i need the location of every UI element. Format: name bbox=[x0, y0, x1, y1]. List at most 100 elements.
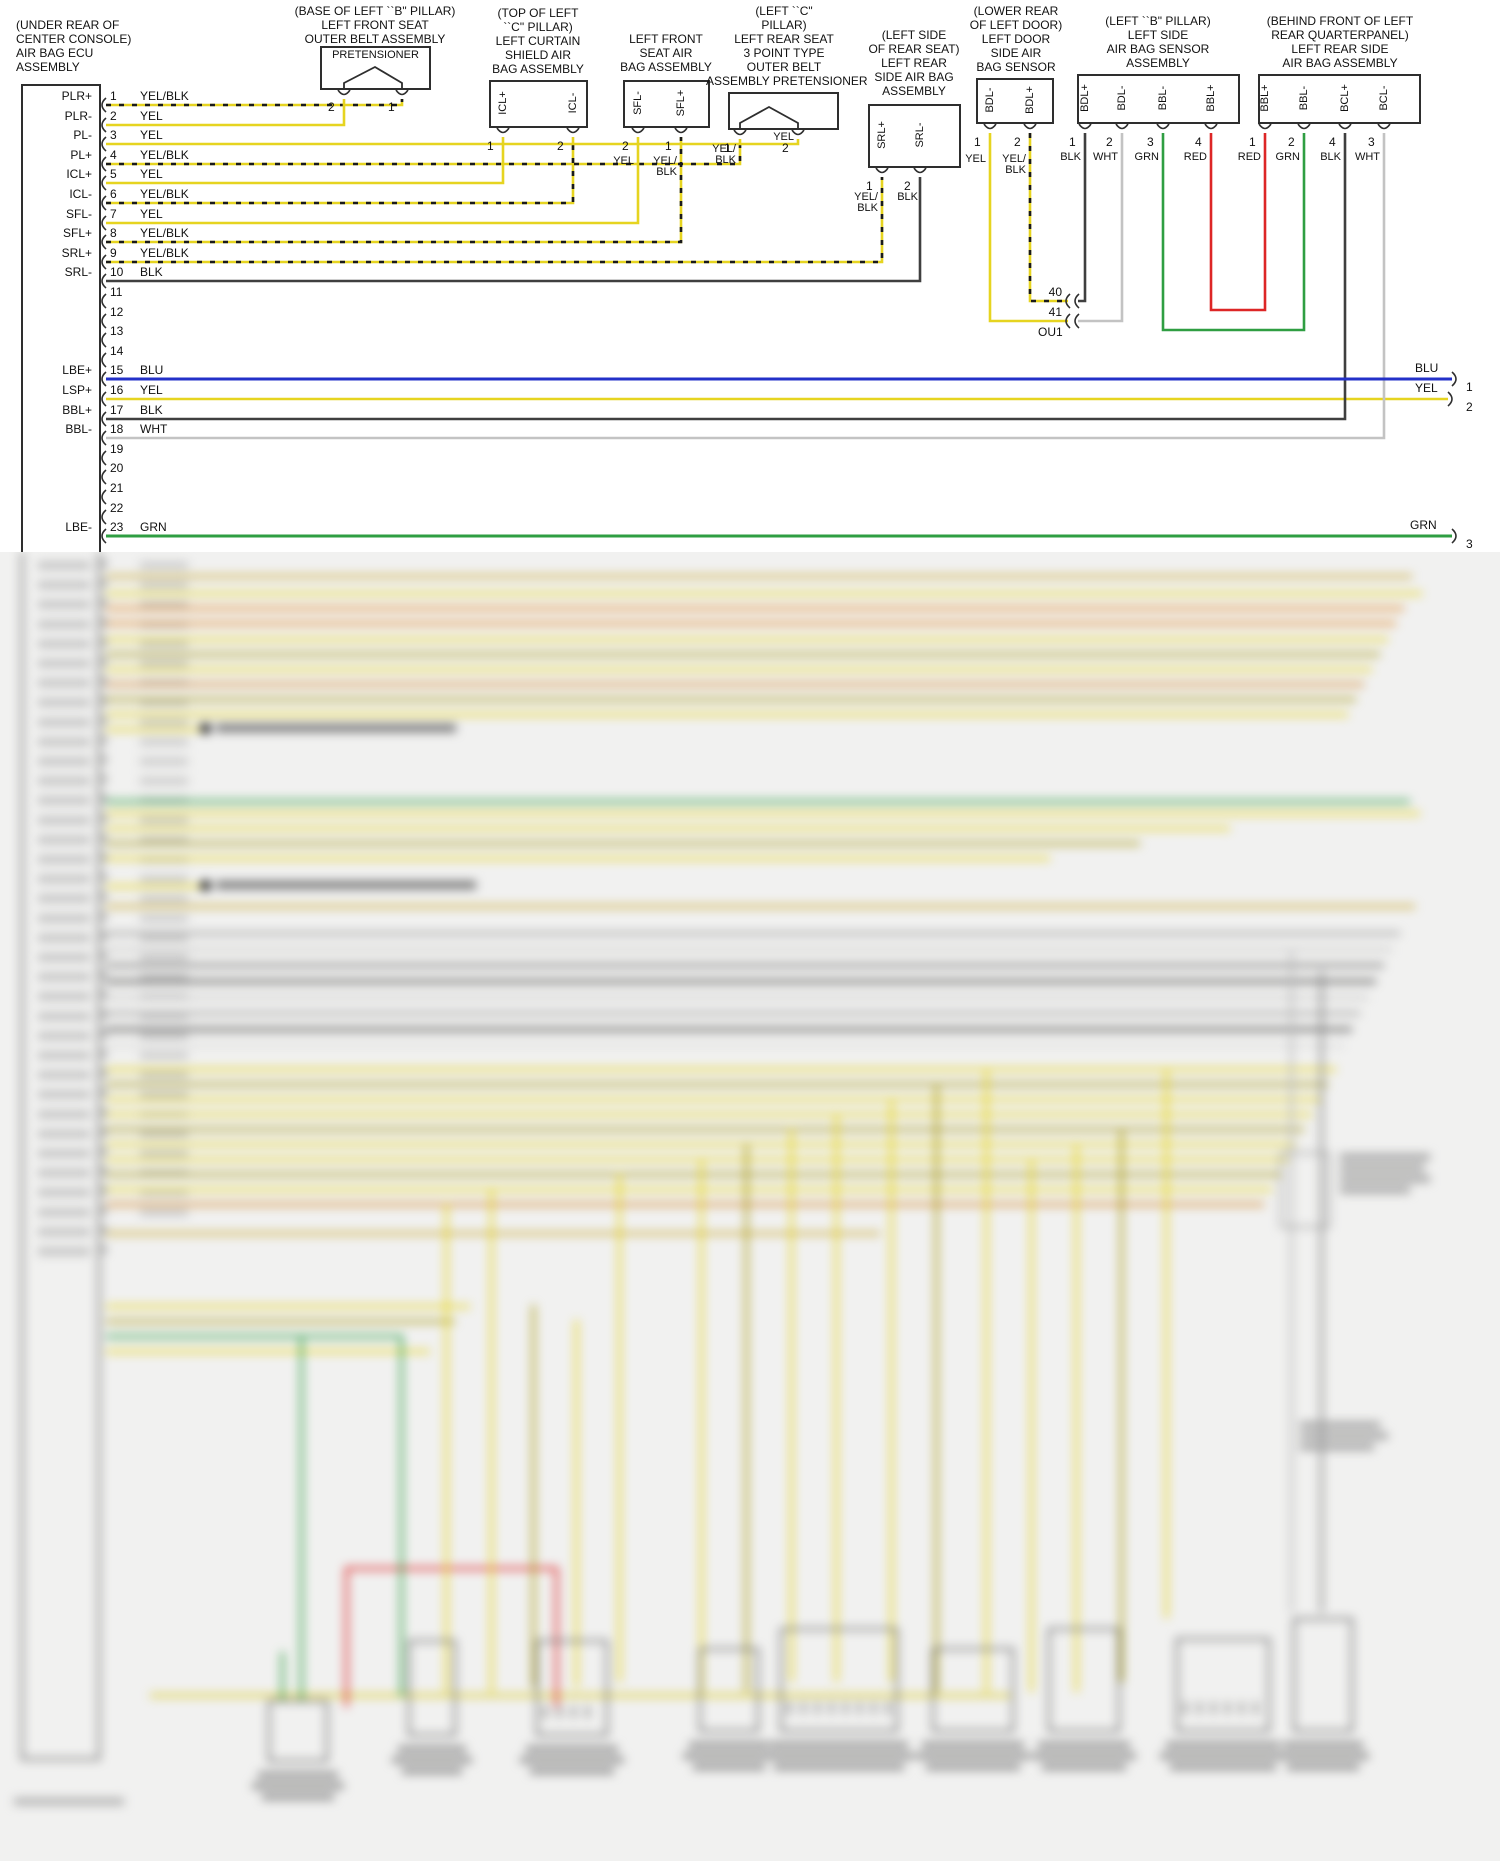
pin-signal-vertical: SFL+ bbox=[675, 89, 687, 117]
header-line: (LEFT SIDE bbox=[881, 28, 947, 42]
component-pin-number: 1 bbox=[1069, 135, 1076, 149]
ecu-pin-signal: SFL+ bbox=[62, 226, 92, 240]
wire-bbl-plus-link bbox=[1209, 133, 1267, 312]
header-line: BAG ASSEMBLY bbox=[492, 62, 584, 76]
header-line: LEFT REAR SEAT bbox=[734, 32, 834, 46]
wire-color-label: YEL/ bbox=[712, 143, 736, 155]
header-line: LEFT FRONT bbox=[629, 32, 703, 46]
header-line: BAG ASSEMBLY bbox=[620, 60, 712, 74]
header-line: AIR BAG ASSEMBLY bbox=[1282, 56, 1398, 70]
ecu-wire-color: WHT bbox=[140, 422, 168, 436]
wire-color-label: YEL/ bbox=[653, 155, 677, 167]
ecu-pin-signal: BBL- bbox=[65, 422, 92, 436]
header-line: (BASE OF LEFT ``B" PILLAR) bbox=[294, 4, 456, 18]
ecu-pin-signal: LBE- bbox=[65, 520, 92, 534]
header-line: (BEHIND FRONT OF LEFT bbox=[1266, 14, 1414, 28]
wire-color-label: GRN bbox=[1134, 151, 1159, 163]
pin-signal-vertical: BDL- bbox=[1116, 85, 1128, 111]
pin-signal-vertical: BDL+ bbox=[1079, 84, 1091, 112]
wire-bdl-minus-door bbox=[988, 133, 1068, 323]
pin-signal-vertical: ICL- bbox=[567, 92, 579, 114]
inline-connector-arcs bbox=[1065, 293, 1080, 329]
ecu-pin-number: 23 bbox=[110, 520, 124, 534]
component-pin-number: 1 bbox=[665, 139, 672, 153]
wire-color-label: YEL bbox=[965, 153, 986, 165]
ecu-pin-signal: SFL- bbox=[65, 207, 92, 221]
ecu-pin-number: 3 bbox=[110, 128, 117, 142]
ecu-pin-signal: SRL- bbox=[64, 265, 92, 279]
component-header: (LOWER REAR OF LEFT DOOR) LEFT DOOR SIDE… bbox=[955, 4, 1077, 74]
ecu-pin-number: 12 bbox=[110, 305, 124, 319]
header-line: REAR QUARTERPANEL) bbox=[1271, 28, 1409, 42]
header-line: 3 POINT TYPE bbox=[743, 46, 825, 60]
inline-connector-name: OU1 bbox=[1038, 325, 1063, 339]
component-pin-number: 2 bbox=[904, 179, 911, 193]
header-line: SIDE AIR bbox=[990, 46, 1042, 60]
header-line: ASSEMBLY bbox=[1126, 56, 1190, 70]
wire-color-label: RED bbox=[1183, 151, 1207, 163]
wire-color-label: RED bbox=[1237, 151, 1261, 163]
component-header: (LEFT SIDE OF REAR SEAT) LEFT REAR SIDE … bbox=[854, 28, 974, 98]
component-pin-number: 1 bbox=[866, 179, 873, 193]
ecu-header-line: AIR BAG ECU bbox=[16, 46, 94, 60]
wire-color-label: WHT bbox=[1092, 151, 1118, 163]
ecu-pin-number: 13 bbox=[110, 324, 124, 338]
header-line: ASSEMBLY bbox=[882, 84, 946, 98]
wire-color-label: YEL/ bbox=[1002, 153, 1026, 165]
ecu-pin-number: 9 bbox=[110, 246, 117, 260]
wire-icl-plus bbox=[106, 137, 505, 185]
pin-signal-vertical: BBL- bbox=[1298, 85, 1310, 111]
wire-color-label: BLK bbox=[1005, 164, 1026, 176]
offpage-pin-number: 2 bbox=[1466, 400, 1473, 414]
wire-bdl-plus-sensor bbox=[1078, 133, 1087, 303]
blurred-component-box bbox=[932, 1648, 1014, 1732]
header-line: SEAT AIR bbox=[639, 46, 693, 60]
ecu-pin-number: 16 bbox=[110, 383, 124, 397]
ecu-wire-color: BLK bbox=[140, 403, 163, 417]
header-line: OF LEFT DOOR) bbox=[969, 18, 1063, 32]
rear-belt-pretensioner-box bbox=[728, 92, 839, 130]
component-pin-number: 2 bbox=[622, 139, 629, 153]
header-line: SHIELD AIR bbox=[504, 48, 572, 62]
pin-signal-vertical: SFL- bbox=[632, 91, 644, 115]
header-line: PILLAR) bbox=[761, 18, 807, 32]
blurred-component-box bbox=[1293, 1618, 1353, 1732]
header-line: OUTER BELT bbox=[746, 60, 822, 74]
ecu-header-line: CENTER CONSOLE) bbox=[16, 32, 132, 46]
inline-connector-pin: 40 bbox=[1048, 285, 1062, 299]
pin-signal-vertical: BBL+ bbox=[1205, 84, 1217, 112]
ecu-pin-signal: PL- bbox=[73, 128, 92, 142]
pretensioner-label: PRETENSIONER bbox=[332, 49, 419, 61]
ecu-wire-color: YEL bbox=[140, 207, 163, 221]
inline-connector-pin: 41 bbox=[1048, 305, 1062, 319]
blurred-component-box bbox=[1176, 1638, 1270, 1732]
ecu-pin-signal: PLR+ bbox=[61, 89, 92, 103]
ecu-pin-number: 11 bbox=[110, 285, 123, 299]
wire-color-label: BLK bbox=[1060, 151, 1081, 163]
pin-signal-vertical: SRL+ bbox=[876, 121, 888, 149]
header-line: LEFT REAR SIDE bbox=[1291, 42, 1389, 56]
header-line: OF REAR SEAT) bbox=[868, 42, 960, 56]
pin-signal-vertical: BCL- bbox=[1378, 85, 1390, 111]
wire-color-label: BLK bbox=[1320, 151, 1341, 163]
ecu-header: (UNDER REAR OF CENTER CONSOLE) AIR BAG E… bbox=[16, 18, 186, 74]
ecu-pin-number: 4 bbox=[110, 148, 117, 162]
rear-quarter-airbag-box bbox=[1258, 74, 1421, 124]
ecu-pin-signal: PLR- bbox=[64, 109, 92, 123]
header-line: LEFT CURTAIN bbox=[495, 34, 581, 48]
header-line: LEFT FRONT SEAT bbox=[321, 18, 429, 32]
header-line: SIDE AIR BAG bbox=[874, 70, 954, 84]
ecu-wire-color: YEL/BLK bbox=[140, 148, 189, 162]
component-pin-number: 2 bbox=[328, 100, 335, 114]
ecu-pin-number: 2 bbox=[110, 109, 117, 123]
ecu-pin-signal: LSP+ bbox=[62, 383, 92, 397]
ecu-wire-color: YEL/BLK bbox=[140, 226, 189, 240]
component-pin-number: 1 bbox=[388, 100, 395, 114]
ecu-wire-color: GRN bbox=[140, 520, 167, 534]
wire-bbl-minus-link bbox=[1161, 133, 1306, 332]
airbag-ecu-box bbox=[21, 84, 101, 552]
component-header: (BASE OF LEFT ``B" PILLAR) LEFT FRONT SE… bbox=[290, 4, 460, 46]
wire-bdl-minus-sensor bbox=[1078, 133, 1124, 323]
ecu-pin-signal: BBL+ bbox=[62, 403, 92, 417]
